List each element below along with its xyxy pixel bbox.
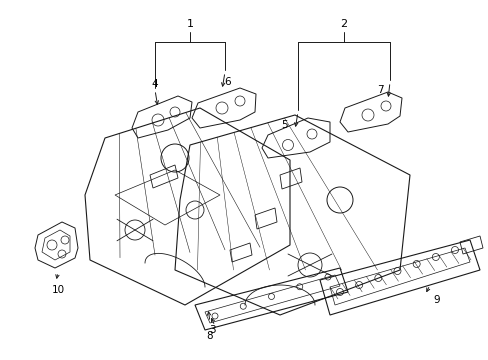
Text: 1: 1 bbox=[186, 19, 193, 29]
Text: 10: 10 bbox=[51, 285, 64, 295]
Text: 8: 8 bbox=[206, 331, 213, 341]
Text: 6: 6 bbox=[224, 77, 231, 87]
Text: 7: 7 bbox=[376, 85, 383, 95]
Text: 3: 3 bbox=[208, 325, 215, 335]
Text: 2: 2 bbox=[340, 19, 347, 29]
Text: 5: 5 bbox=[281, 120, 288, 130]
Text: 9: 9 bbox=[433, 295, 439, 305]
Text: 4: 4 bbox=[151, 79, 158, 89]
